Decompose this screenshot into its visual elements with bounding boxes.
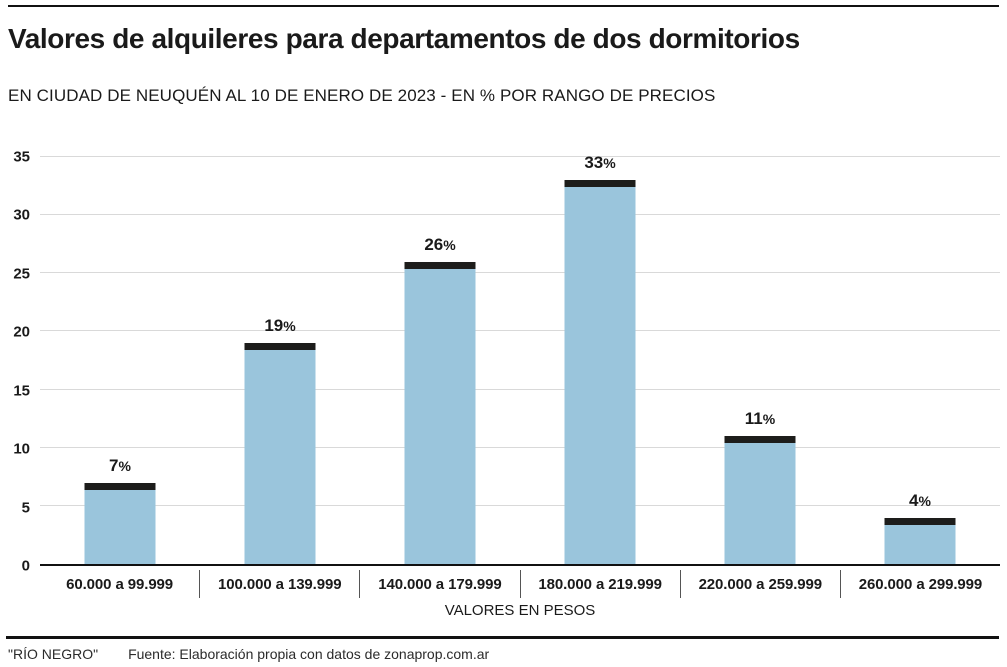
- bar-value-unit: %: [603, 155, 616, 172]
- y-tick-label-30: 30: [13, 206, 30, 224]
- gridline-35: [40, 156, 1000, 157]
- category-cell: 100.000 a 139.999: [199, 570, 359, 598]
- bar-value-number: 26: [424, 234, 444, 254]
- bar-value-label: 4%: [909, 492, 931, 509]
- gridline-5: [40, 504, 1000, 506]
- category-label: 100.000 a 139.999: [218, 575, 342, 593]
- bar-100.000 a 139.999: [244, 343, 316, 564]
- bar-value-number: 7: [109, 455, 119, 475]
- bar-140.000 a 179.999: [404, 261, 476, 564]
- category-label: 140.000 a 179.999: [378, 575, 502, 593]
- bar-value-number: 33: [584, 153, 604, 173]
- x-axis-category-row: 60.000 a 99.999 100.000 a 139.999 140.000 …: [40, 570, 1000, 598]
- bar-value-label: 26%: [424, 236, 455, 253]
- bar-value-label: 7%: [109, 457, 131, 474]
- category-cell: 220.000 a 259.999: [679, 570, 840, 598]
- category-cell: 260.000 a 299.999: [839, 570, 1000, 598]
- bar-value-label: 11%: [745, 410, 775, 427]
- y-tick-label-0: 0: [21, 557, 30, 575]
- bar-value-label: 19%: [264, 317, 295, 334]
- footer-rule: [6, 636, 999, 639]
- y-tick-label-15: 15: [13, 382, 30, 400]
- y-tick-label-20: 20: [13, 323, 30, 341]
- category-label: 180.000 a 219.999: [538, 575, 662, 593]
- bar-value-number: 4: [909, 490, 919, 510]
- bar-value-unit: %: [918, 492, 931, 509]
- category-cell: 60.000 a 99.999: [40, 570, 199, 598]
- category-label: 260.000 a 299.999: [858, 575, 983, 593]
- y-tick-label-25: 25: [13, 265, 30, 283]
- category-cell: 140.000 a 179.999: [359, 570, 519, 598]
- gridline-15: [40, 388, 1000, 390]
- y-tick-label-10: 10: [13, 440, 30, 458]
- bar-180.000 a 219.999: [564, 180, 636, 564]
- page-subtitle: EN CIUDAD DE NEUQUÉN AL 10 DE ENERO DE 2…: [8, 86, 716, 105]
- gridline-25: [40, 272, 1000, 274]
- y-tick-label-5: 5: [21, 499, 30, 517]
- y-axis-labels: 0 5 10 15 20 25 30 35: [0, 150, 30, 574]
- y-tick-label-35: 35: [13, 148, 30, 166]
- category-label: 220.000 a 259.999: [698, 575, 823, 593]
- bar-value-label: 33%: [584, 154, 615, 171]
- gridline-10: [40, 446, 1000, 448]
- top-rule: [8, 5, 999, 7]
- gridline-20: [40, 330, 1000, 332]
- plot-area: 7% 19% 26% 33% 11% 4%: [40, 154, 1000, 566]
- bar-value-number: 11: [744, 409, 763, 429]
- bar-value-unit: %: [443, 236, 456, 253]
- category-label: 60.000 a 99.999: [66, 575, 174, 593]
- brand-credit: "RÍO NEGRO": [8, 646, 99, 662]
- bar-value-unit: %: [762, 411, 776, 428]
- x-axis-title: VALORES EN PESOS: [444, 602, 596, 619]
- footer: "RÍO NEGRO" Fuente: Elaboración propia c…: [8, 646, 999, 662]
- gridline-30: [40, 214, 1000, 216]
- category-cell: 180.000 a 219.999: [519, 570, 680, 598]
- bar-220.000 a 259.999: [724, 436, 796, 564]
- bar-value-unit: %: [118, 457, 131, 474]
- bar-value-number: 19: [264, 316, 284, 336]
- bar-260.000 a 299.999: [884, 517, 956, 564]
- bar-60.000 a 99.999: [84, 482, 156, 564]
- bar-value-unit: %: [283, 318, 296, 335]
- source-credit: Fuente: Elaboración propia con datos de …: [128, 646, 490, 662]
- page-title: Valores de alquileres para departamentos…: [8, 23, 800, 54]
